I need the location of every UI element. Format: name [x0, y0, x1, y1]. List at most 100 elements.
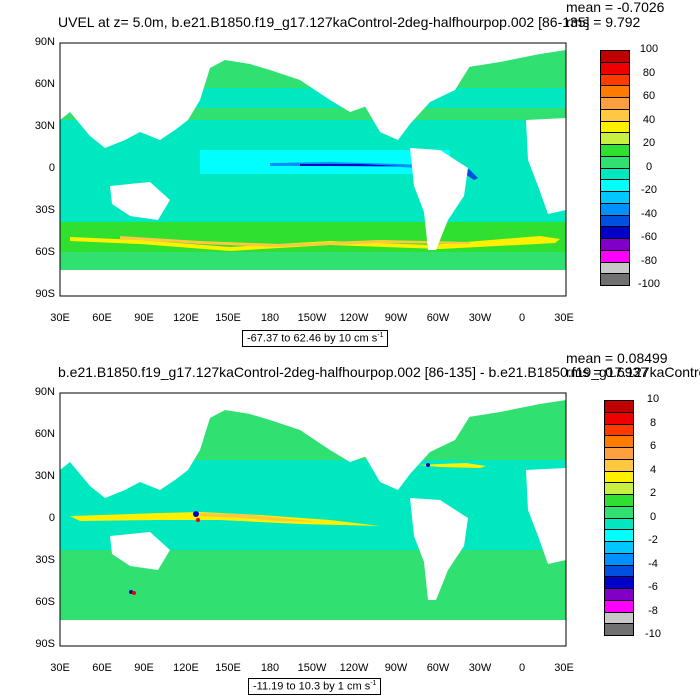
anomaly-spot: [426, 463, 430, 467]
lon-tick-label: 180: [260, 662, 280, 674]
colorbar-label: -100: [637, 278, 661, 290]
map-frame: [59, 392, 567, 647]
lat-tick-label: 90S: [35, 288, 55, 300]
anomaly-spot: [193, 511, 199, 517]
land-masses: [60, 43, 566, 250]
colorbar-label: -2: [648, 534, 658, 546]
lon-tick-label: 90W: [384, 312, 408, 324]
colorbar-swatch: [604, 623, 634, 636]
lon-tick-label: 30W: [468, 662, 492, 674]
range-exponent: -1: [370, 680, 377, 687]
lat-tick-label: 60N: [34, 428, 55, 440]
equatorial-anomaly: [70, 512, 380, 526]
lon-tick-label: 0: [518, 312, 526, 324]
lat-tick-label: 90N: [34, 36, 55, 48]
lon-tick-label: 150E: [215, 662, 241, 674]
lat-tick-label: 30N: [34, 120, 55, 132]
antarctic-shelf: [60, 620, 566, 646]
lat-tick-label: 90S: [35, 638, 55, 650]
lon-tick-label: 90E: [134, 312, 154, 324]
panel-title: UVEL at z= 5.0m, b.e21.B1850.f19_g17.127…: [58, 14, 590, 30]
lat-tick-label: 30N: [34, 470, 55, 482]
lon-tick-label: 30E: [554, 662, 574, 674]
lon-tick-label: 30W: [468, 312, 492, 324]
lat-tick-label: 30S: [35, 204, 55, 216]
colorbar-label: 10: [646, 393, 660, 405]
lon-tick-label: 60W: [426, 312, 450, 324]
lon-tick-label: 150E: [215, 312, 241, 324]
colorbar-label: 2: [649, 487, 657, 499]
equatorial-band: [200, 150, 450, 174]
lon-tick-label: 150W: [297, 312, 327, 324]
panel-title: b.e21.B1850.f19_g17.127kaControl-2deg-ha…: [58, 364, 700, 380]
colorbar-label: 20: [642, 137, 656, 149]
antarctic-shelf: [60, 270, 566, 296]
lon-tick-label: 120W: [339, 662, 369, 674]
colorbar-label: -4: [648, 557, 658, 570]
mean-label: mean = 0.08499: [566, 350, 668, 366]
colorbar-label: -20: [641, 184, 657, 196]
lat-tick-label: 60S: [35, 246, 55, 258]
north-america-land: [340, 58, 470, 140]
colorbar-label: -80: [641, 254, 657, 267]
bottom-panel: b.e21.B1850.f19_g17.127kaControl-2deg-ha…: [0, 350, 700, 700]
deep-blue-streak: [300, 164, 400, 166]
lat-tick-label: 60N: [34, 78, 55, 90]
map-plot: [59, 42, 567, 297]
colorbar-label: 100: [639, 43, 659, 55]
colorbar-label: 6: [649, 440, 657, 452]
north-america-land: [340, 408, 470, 490]
lon-tick-label: 60E: [92, 312, 112, 324]
gulf-stream-anomaly: [418, 463, 486, 468]
mean-label: mean = -0.7026: [566, 0, 665, 15]
lon-tick-label: 120E: [173, 312, 199, 324]
africa-land: [526, 468, 566, 564]
colorbar-label: -60: [641, 231, 657, 243]
lon-tick-label: 180: [260, 312, 280, 324]
range-exponent: -1: [377, 332, 384, 339]
range-text: -11.19 to 10.3 by 1 cm s: [253, 680, 371, 693]
contour-range-box: -67.37 to 62.46 by 10 cm s-1: [242, 330, 389, 347]
rms-label: rms = 0.6937: [566, 364, 649, 380]
colorbar-label: -8: [648, 604, 658, 617]
map-plot: [59, 392, 567, 647]
colorbar-label: 8: [649, 416, 657, 429]
colorbar-label: -10: [645, 628, 661, 640]
lat-tick-label: 60S: [35, 596, 55, 608]
top-panel: UVEL at z= 5.0m, b.e21.B1850.f19_g17.127…: [34, 0, 665, 347]
colorbar-label: 80: [642, 66, 656, 79]
colorbar-swatch: [600, 273, 630, 286]
africa-land: [526, 118, 566, 214]
australia-land: [110, 182, 170, 220]
lon-tick-label: 30E: [50, 312, 70, 324]
lon-tick-label: 120W: [339, 312, 369, 324]
southern-green-band: [60, 222, 566, 252]
lon-tick-label: 30E: [554, 312, 574, 324]
equatorial-anomaly-orange: [200, 513, 320, 522]
anomaly-spot: [132, 591, 136, 595]
lat-tick-label: 0: [48, 512, 55, 524]
contour-range-box: -11.19 to 10.3 by 1 cm s-1: [248, 678, 382, 695]
australia-land: [110, 532, 170, 570]
lon-tick-label: 60W: [426, 662, 450, 674]
south-america-land: [410, 498, 468, 600]
land-masses: [60, 393, 566, 600]
colorbar-label: 40: [642, 113, 656, 126]
lon-tick-label: 90E: [134, 662, 154, 674]
colorbar: 10 8 6 4 2 0 -2 -4 -6 -8 -10: [604, 393, 661, 640]
lat-tick-label: 30S: [35, 554, 55, 566]
colorbar-label: -6: [648, 581, 658, 593]
colorbar-label: -40: [641, 207, 657, 220]
lat-tick-label: 0: [48, 162, 55, 174]
colorbar: 100 80 60 40 20 0 -20 -40 -60 -80 -100: [600, 43, 660, 290]
lon-tick-label: 0: [518, 662, 526, 674]
colorbar-label: 0: [645, 160, 653, 173]
anomaly-spot: [196, 518, 200, 522]
lon-tick-label: 60E: [92, 662, 112, 674]
lat-tick-label: 90N: [34, 386, 55, 398]
lon-tick-label: 150W: [297, 662, 327, 674]
colorbar-label: 4: [649, 463, 657, 476]
colorbar-label: 0: [649, 510, 657, 523]
jet-band-orange: [120, 236, 470, 247]
lon-tick-label: 90W: [384, 662, 408, 674]
